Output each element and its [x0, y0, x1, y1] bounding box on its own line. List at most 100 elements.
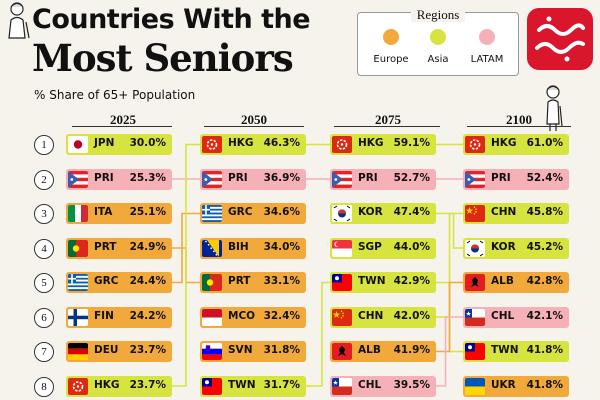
country-code: BIH — [228, 240, 249, 253]
connector-hkg — [172, 143, 200, 387]
flag-hk-icon — [68, 377, 88, 395]
share-value: 44.0% — [393, 240, 430, 253]
cell-2025-deu: DEU 23.7% — [66, 341, 172, 362]
cell-2100-twn: TWN 41.8% — [463, 341, 569, 362]
cell-2100-hkg: HKG 61.0% — [463, 134, 569, 155]
connector-twn — [306, 281, 330, 387]
rank-badge-6: 6 — [34, 307, 54, 328]
flag-pr-icon — [202, 170, 222, 188]
flag-pt-icon — [68, 239, 88, 257]
flag-pt-icon — [202, 274, 222, 291]
country-code: CHN — [358, 309, 384, 322]
cell-2100-alb: ALB 42.8% — [463, 272, 569, 293]
country-code: PRI — [228, 171, 248, 184]
share-value: 33.1% — [263, 275, 300, 287]
cell-2075-chn: CHN 42.0% — [330, 306, 436, 328]
share-value: 52.7% — [393, 171, 430, 184]
country-code: ITA — [94, 206, 113, 218]
flag-ua-icon — [465, 377, 485, 395]
flag-al-icon — [332, 343, 352, 360]
flag-fi-icon — [68, 308, 88, 326]
flag-de-icon — [68, 343, 88, 360]
connector-kor — [436, 212, 463, 249]
cell-2050-twn: TWN 31.7% — [200, 375, 306, 397]
share-value: 30.0% — [129, 137, 166, 149]
country-code: PRI — [358, 171, 378, 184]
flag-ba-icon — [202, 239, 222, 257]
share-value: 41.8% — [526, 378, 563, 391]
country-code: PRT — [228, 275, 251, 287]
share-value: 31.8% — [263, 344, 300, 356]
share-value: 39.5% — [393, 378, 430, 391]
share-value: 23.7% — [129, 344, 166, 356]
flag-hk-icon — [332, 136, 352, 153]
flag-gr-icon — [202, 205, 222, 222]
country-code: FIN — [94, 309, 114, 322]
flag-cl-icon — [332, 377, 352, 395]
flag-gr-icon — [68, 274, 88, 291]
cell-2075-pri: PRI 52.7% — [330, 168, 436, 190]
country-code: PRI — [491, 171, 511, 184]
share-value: 31.7% — [263, 378, 300, 391]
cell-2075-twn: TWN 42.9% — [330, 272, 436, 293]
cell-2050-pri: PRI 36.9% — [200, 168, 306, 190]
rank-badge-7: 7 — [34, 342, 54, 362]
share-value: 42.9% — [393, 275, 430, 287]
cell-2025-pri: PRI 25.3% — [66, 168, 172, 190]
column-header-2025: 2025 — [110, 112, 136, 127]
cell-2025-grc: GRC 24.4% — [66, 272, 172, 293]
country-code: GRC — [228, 206, 253, 218]
flag-al-icon — [465, 274, 485, 291]
watermark-logo — [527, 8, 593, 70]
share-value: 32.4% — [263, 309, 300, 322]
cell-2075-chl: CHL 39.5% — [330, 375, 436, 397]
share-value: 41.8% — [526, 344, 563, 356]
country-code: TWN — [491, 344, 519, 356]
legend-label-latam: LATAM — [470, 54, 504, 65]
country-code: HKG — [94, 378, 120, 391]
share-value: 45.2% — [526, 240, 563, 253]
share-value: 61.0% — [526, 137, 563, 149]
country-code: GRC — [94, 275, 119, 287]
cell-2025-jpn: JPN 30.0% — [66, 134, 172, 155]
connector-chn — [436, 212, 463, 318]
country-code: HKG — [491, 137, 517, 149]
legend-label-asia: Asia — [427, 54, 449, 65]
flag-hk-icon — [202, 136, 222, 153]
senior-figure-icon — [8, 2, 30, 39]
senior-with-cane-icon — [546, 85, 563, 131]
legend-swatch-asia — [430, 29, 446, 45]
rank-badge-1: 1 — [34, 135, 54, 155]
country-code: SGP — [358, 240, 382, 253]
cell-2050-grc: GRC 34.6% — [200, 203, 306, 224]
share-value: 41.9% — [393, 344, 430, 356]
country-code: HKG — [358, 137, 384, 149]
country-code: CHN — [491, 206, 517, 218]
cell-2075-kor: KOR 47.4% — [330, 203, 436, 224]
cell-2100-chn: CHN 45.8% — [463, 203, 569, 224]
country-code: CHL — [358, 378, 382, 391]
country-code: KOR — [491, 240, 516, 253]
flag-si-icon — [202, 343, 222, 360]
share-value: 25.3% — [129, 171, 166, 184]
column-rule — [334, 126, 440, 127]
flag-pr-icon — [465, 170, 485, 188]
cell-2075-hkg: HKG 59.1% — [330, 134, 436, 155]
legend-item-asia: Asia — [413, 29, 463, 65]
cell-2025-fin: FIN 24.2% — [66, 306, 172, 328]
subtitle: % Share of 65+ Population — [34, 88, 196, 102]
share-value: 42.8% — [526, 275, 563, 287]
share-value: 24.4% — [129, 275, 166, 287]
flag-mc-icon — [202, 308, 222, 326]
cell-2075-sgp: SGP 44.0% — [330, 237, 436, 259]
flag-hk-icon — [465, 136, 485, 153]
country-code: SVN — [228, 344, 253, 356]
flag-tw-icon — [202, 377, 222, 395]
column-rule — [204, 126, 304, 127]
legend-swatch-europe — [383, 29, 399, 45]
cell-2050-bih: BIH 34.0% — [200, 237, 306, 259]
column-header-2075: 2075 — [375, 112, 401, 127]
cell-2050-svn: SVN 31.8% — [200, 341, 306, 362]
cell-2075-alb: ALB 41.9% — [330, 341, 436, 362]
